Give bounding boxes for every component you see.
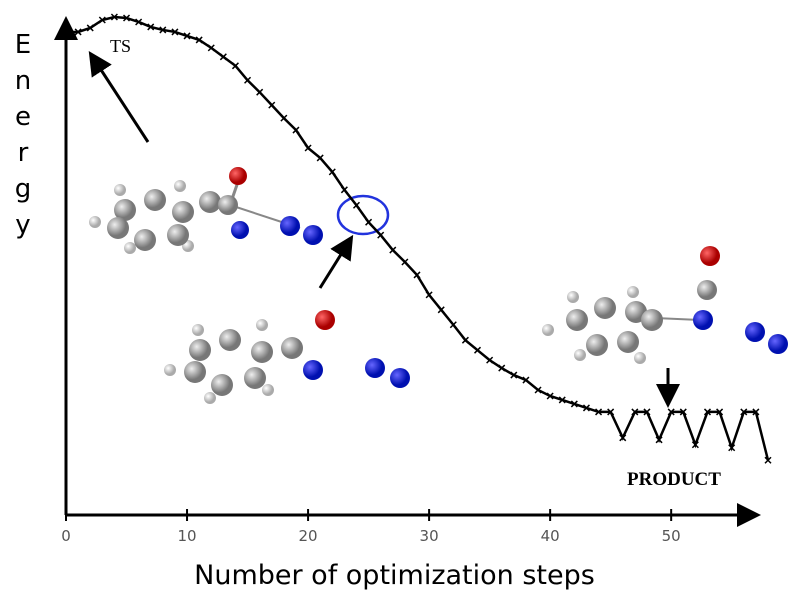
- x-tick-label: 20: [299, 527, 318, 545]
- step-marker: [462, 337, 468, 343]
- annotation: TS: [110, 36, 131, 56]
- step-marker: [378, 232, 384, 238]
- step-marker: [281, 115, 287, 121]
- molecule-ts: [89, 167, 323, 254]
- x-tick-label: 40: [541, 527, 560, 545]
- step-marker: [269, 102, 275, 108]
- x-tick-label: 30: [420, 527, 439, 545]
- annotation: PRODUCT: [627, 469, 721, 490]
- step-marker: [390, 247, 396, 253]
- page: {"chart_data": {"type": "line", "x_label…: [0, 0, 789, 602]
- step-marker: [257, 89, 263, 95]
- x-tick-label: 50: [662, 527, 681, 545]
- step-marker: [245, 77, 251, 83]
- x-tick-label: 0: [61, 527, 71, 545]
- step-marker: [402, 259, 408, 265]
- molecule-product: [542, 246, 788, 364]
- step-marker: [450, 322, 456, 328]
- chart: TS PRODUCT 0 10 20 30 40 50: [0, 0, 789, 560]
- step-marker: [438, 307, 444, 313]
- step-marker: [475, 347, 481, 353]
- x-axis-label: Number of optimization steps: [0, 560, 789, 591]
- step-marker: [317, 155, 323, 161]
- molecule-mid: [164, 310, 410, 404]
- x-tick-label: 10: [177, 527, 196, 545]
